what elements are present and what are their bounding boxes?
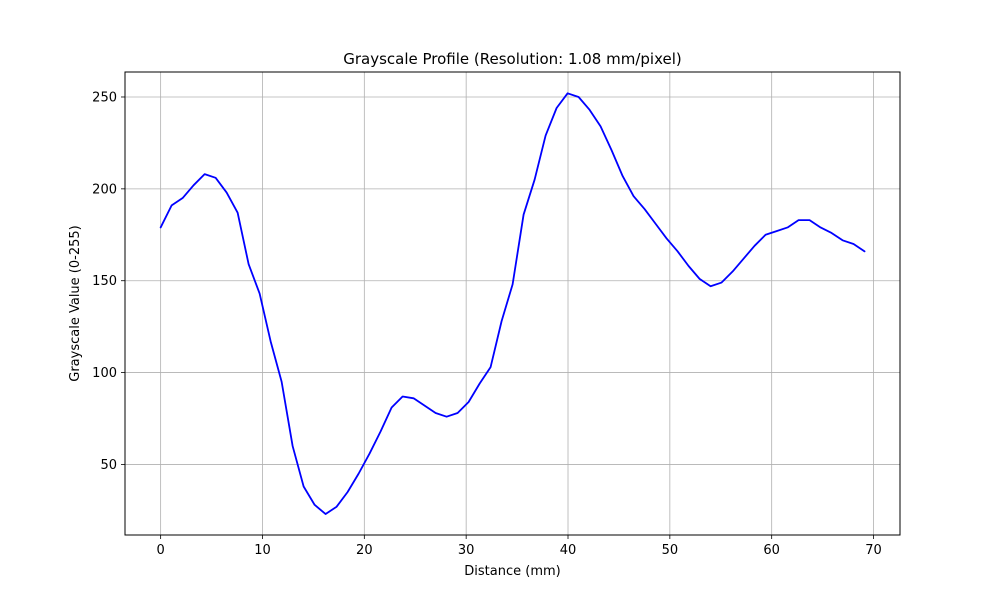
ticks: 0 10 20 30 40 50 60 70 50 100 150 200 250	[92, 90, 882, 558]
plot-frame	[124, 71, 901, 536]
y-tick-label: 200	[92, 182, 117, 197]
chart-title: Grayscale Profile (Resolution: 1.08 mm/p…	[343, 50, 682, 68]
x-tick-label: 30	[458, 543, 475, 558]
x-tick-label: 70	[865, 543, 882, 558]
x-tick-label: 50	[662, 543, 679, 558]
y-tick-label: 150	[92, 274, 117, 289]
x-axis-label: Distance (mm)	[464, 564, 560, 579]
y-axis-label: Grayscale Value (0-255)	[68, 225, 83, 381]
x-tick-label: 40	[560, 543, 577, 558]
series-layer	[159, 92, 866, 515]
x-tick-label: 10	[254, 543, 271, 558]
y-tick-label: 250	[92, 90, 117, 105]
x-tick-label: 20	[356, 543, 373, 558]
y-tick-label: 50	[100, 458, 117, 473]
x-tick-label: 0	[157, 543, 165, 558]
y-tick-label: 100	[92, 366, 117, 381]
x-tick-label: 60	[763, 543, 780, 558]
series-line	[159, 92, 866, 515]
